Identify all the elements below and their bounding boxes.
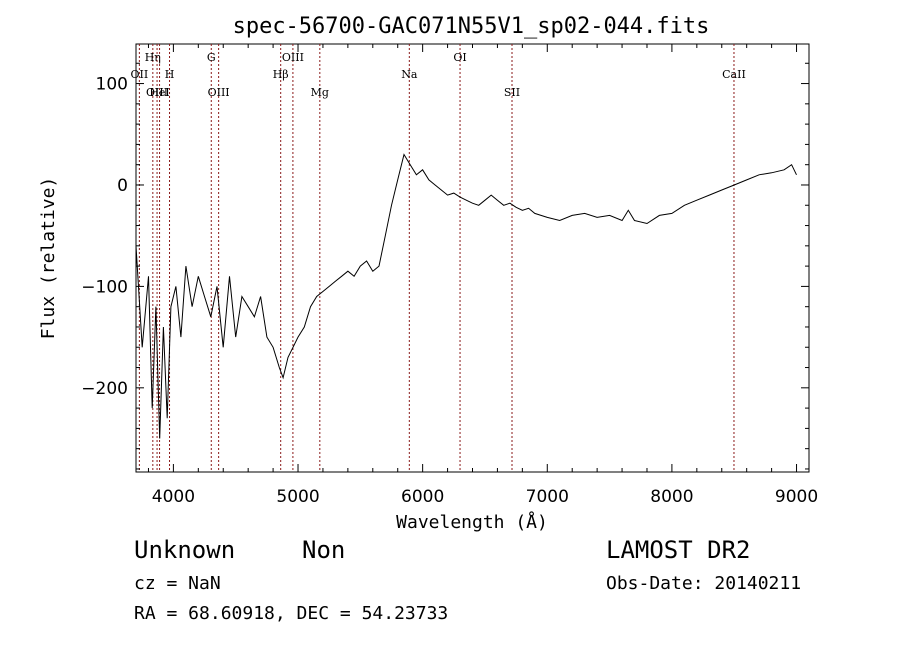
- spectral-line-labels: OII Hη OIII H HeI G OIII Hβ OIII Mg Na OI SII CaII: [131, 51, 746, 99]
- x-tick-label: 7000: [526, 487, 569, 507]
- y-tick-label: 0: [117, 176, 128, 196]
- redshift-label: cz = NaN: [134, 573, 221, 594]
- obs-date-label: Obs-Date: 20140211: [606, 573, 802, 594]
- object-class-label: Unknown: [134, 536, 236, 564]
- x-tick-label: 4000: [152, 487, 195, 507]
- spectral-line-label: Hβ: [273, 68, 289, 81]
- spectral-line-label: Hη: [145, 51, 161, 64]
- survey-label: LAMOST DR2: [606, 536, 751, 564]
- spectral-line-label: HeI: [149, 86, 169, 99]
- spectral-line-label: SII: [504, 86, 520, 99]
- spectral-line-label: OIII: [208, 86, 230, 99]
- x-axis-ticks: 4000 5000 6000 7000 8000 9000: [147, 44, 818, 507]
- x-tick-label: 8000: [650, 487, 693, 507]
- spectral-line-label: OI: [453, 51, 466, 64]
- plot-frame: [135, 43, 810, 473]
- spectral-line-label: G: [207, 51, 216, 64]
- spectral-line-label: CaII: [722, 68, 746, 81]
- spectral-line-label: Mg: [311, 86, 329, 99]
- x-tick-label: 5000: [276, 487, 319, 507]
- spectrum-series-line: [135, 153, 797, 439]
- y-tick-label: −100: [81, 277, 128, 297]
- x-tick-label: 9000: [775, 487, 818, 507]
- spectral-line-markers: [138, 44, 735, 472]
- y-axis-label: Flux (relative): [38, 177, 59, 340]
- y-tick-label: −200: [81, 379, 128, 399]
- spectral-line-label: OII: [131, 68, 149, 81]
- spectral-line-label: OIII: [146, 86, 168, 99]
- x-axis-label: Wavelength (Å): [396, 511, 548, 533]
- chart-title: spec-56700-GAC071N55V1_sp02-044.fits: [233, 14, 710, 39]
- spectral-line-label: Na: [401, 68, 418, 81]
- y-axis-ticks: 100 0 −100 −200: [81, 62, 809, 470]
- y-tick-label: 100: [96, 75, 128, 95]
- spectral-line-label: OIII: [282, 51, 304, 64]
- x-tick-label: 6000: [401, 487, 444, 507]
- coordinates-label: RA = 68.60918, DEC = 54.23733: [134, 603, 449, 624]
- spectral-line-label: H: [165, 68, 175, 81]
- object-subclass-label: Non: [302, 536, 346, 564]
